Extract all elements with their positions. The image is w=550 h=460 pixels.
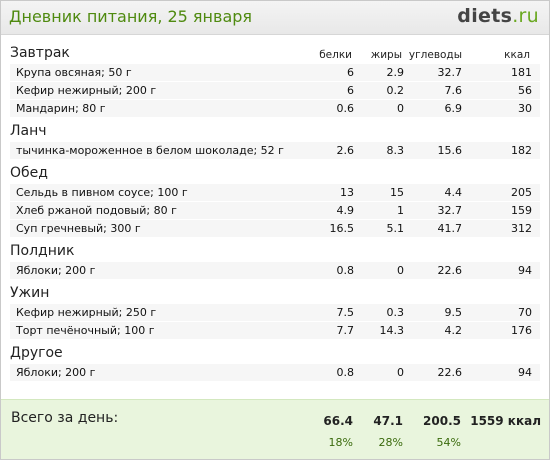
food-name[interactable]: Кефир нежирный; 200 г bbox=[16, 84, 157, 97]
food-name[interactable]: Торт печёночный; 100 г bbox=[16, 324, 155, 337]
carbs-value: 22.6 bbox=[437, 366, 463, 379]
fat-value: 0 bbox=[397, 366, 404, 379]
kcal-value: 182 bbox=[511, 144, 532, 157]
meal-title-breakfast: Завтрак bbox=[10, 45, 70, 61]
protein-value: 7.5 bbox=[336, 306, 355, 319]
kcal-value: 56 bbox=[518, 84, 532, 97]
column-protein: белки bbox=[319, 49, 352, 61]
site-logo[interactable]: diets.ru bbox=[457, 5, 539, 27]
kcal-value: 70 bbox=[518, 306, 532, 319]
food-name[interactable]: Суп гречневый; 300 г bbox=[16, 222, 141, 235]
protein-value: 0.6 bbox=[336, 102, 355, 115]
meal-title-dinner: Обед bbox=[10, 165, 48, 181]
carbs-value: 4.4 bbox=[444, 186, 463, 199]
table-row: Крупа овсяная; 50 г 6 2.9 32.7 181 bbox=[10, 64, 540, 82]
table-row: Яблоки; 200 г 0.8 0 22.6 94 bbox=[10, 364, 540, 382]
column-carbs: углеводы bbox=[408, 49, 462, 61]
protein-value: 13 bbox=[340, 186, 354, 199]
protein-value: 0.8 bbox=[336, 264, 355, 277]
carbs-value: 32.7 bbox=[437, 204, 463, 217]
protein-value: 4.9 bbox=[336, 204, 355, 217]
fat-value: 0 bbox=[397, 102, 404, 115]
table-row: Кефир нежирный; 250 г 7.5 0.3 9.5 70 bbox=[10, 304, 540, 322]
kcal-value: 30 bbox=[518, 102, 532, 115]
protein-value: 2.6 bbox=[336, 144, 355, 157]
fat-value: 8.3 bbox=[386, 144, 405, 157]
fat-value: 0.2 bbox=[386, 84, 405, 97]
carbs-value: 15.6 bbox=[437, 144, 463, 157]
kcal-value: 176 bbox=[511, 324, 532, 337]
protein-value: 7.7 bbox=[336, 324, 355, 337]
table-row: Сельдь в пивном соусе; 100 г 13 15 4.4 2… bbox=[10, 184, 540, 202]
fat-value: 15 bbox=[390, 186, 404, 199]
table-row: Кефир нежирный; 200 г 6 0.2 7.6 56 bbox=[10, 82, 540, 100]
carbs-percent: 54% bbox=[436, 436, 461, 449]
table-row: Яблоки; 200 г 0.8 0 22.6 94 bbox=[10, 262, 540, 280]
header-bar: Дневник питания, 25 января diets.ru bbox=[1, 1, 549, 35]
fat-value: 2.9 bbox=[386, 66, 405, 79]
total-protein: 66.4 bbox=[323, 414, 353, 428]
protein-value: 6 bbox=[347, 84, 354, 97]
total-fat: 47.1 bbox=[373, 414, 403, 428]
table-row: тычинка-мороженное в белом шоколаде; 52 … bbox=[10, 142, 540, 160]
table-row: Мандарин; 80 г 0.6 0 6.9 30 bbox=[10, 100, 540, 118]
food-name[interactable]: Мандарин; 80 г bbox=[16, 102, 106, 115]
carbs-value: 32.7 bbox=[437, 66, 463, 79]
logo-suffix: .ru bbox=[512, 5, 539, 27]
total-kcal: 1559 ккал bbox=[470, 414, 541, 428]
meal-title-snack: Полдник bbox=[10, 243, 75, 259]
protein-value: 0.8 bbox=[336, 366, 355, 379]
totals-label: Всего за день: bbox=[11, 410, 119, 426]
column-kcal: ккал bbox=[504, 49, 530, 61]
food-name[interactable]: Кефир нежирный; 250 г bbox=[16, 306, 157, 319]
food-name[interactable]: Крупа овсяная; 50 г bbox=[16, 66, 132, 79]
food-name[interactable]: Хлеб ржаной подовый; 80 г bbox=[16, 204, 177, 217]
daily-totals: Всего за день: 66.4 47.1 200.5 1559 ккал… bbox=[1, 399, 549, 459]
meal-title-supper: Ужин bbox=[10, 285, 50, 301]
protein-value: 6 bbox=[347, 66, 354, 79]
kcal-value: 205 bbox=[511, 186, 532, 199]
fat-percent: 28% bbox=[378, 436, 403, 449]
food-name[interactable]: Сельдь в пивном соусе; 100 г bbox=[16, 186, 188, 199]
kcal-value: 312 bbox=[511, 222, 532, 235]
carbs-value: 6.9 bbox=[444, 102, 463, 115]
food-name[interactable]: Яблоки; 200 г bbox=[16, 366, 96, 379]
total-carbs: 200.5 bbox=[423, 414, 461, 428]
kcal-value: 181 bbox=[511, 66, 532, 79]
table-row: Суп гречневый; 300 г 16.5 5.1 41.7 312 bbox=[10, 220, 540, 238]
fat-value: 0.3 bbox=[386, 306, 405, 319]
logo-main: diets bbox=[457, 5, 513, 27]
column-headers: белки жиры углеводы ккал bbox=[8, 44, 540, 66]
kcal-value: 94 bbox=[518, 264, 532, 277]
column-fat: жиры bbox=[370, 49, 402, 61]
kcal-value: 94 bbox=[518, 366, 532, 379]
table-row: Хлеб ржаной подовый; 80 г 4.9 1 32.7 159 bbox=[10, 202, 540, 220]
carbs-value: 7.6 bbox=[444, 84, 463, 97]
fat-value: 1 bbox=[397, 204, 404, 217]
fat-value: 0 bbox=[397, 264, 404, 277]
meal-title-lunch: Ланч bbox=[10, 123, 47, 139]
carbs-value: 22.6 bbox=[437, 264, 463, 277]
protein-value: 16.5 bbox=[329, 222, 355, 235]
kcal-value: 159 bbox=[511, 204, 532, 217]
carbs-value: 9.5 bbox=[444, 306, 463, 319]
fat-value: 5.1 bbox=[386, 222, 405, 235]
protein-percent: 18% bbox=[328, 436, 353, 449]
fat-value: 14.3 bbox=[379, 324, 405, 337]
page-title: Дневник питания, 25 января bbox=[9, 7, 253, 26]
meal-title-other: Другое bbox=[10, 345, 63, 361]
carbs-value: 41.7 bbox=[437, 222, 463, 235]
food-name[interactable]: тычинка-мороженное в белом шоколаде; 52 … bbox=[16, 144, 284, 157]
food-name[interactable]: Яблоки; 200 г bbox=[16, 264, 96, 277]
table-row: Торт печёночный; 100 г 7.7 14.3 4.2 176 bbox=[10, 322, 540, 340]
carbs-value: 4.2 bbox=[444, 324, 463, 337]
